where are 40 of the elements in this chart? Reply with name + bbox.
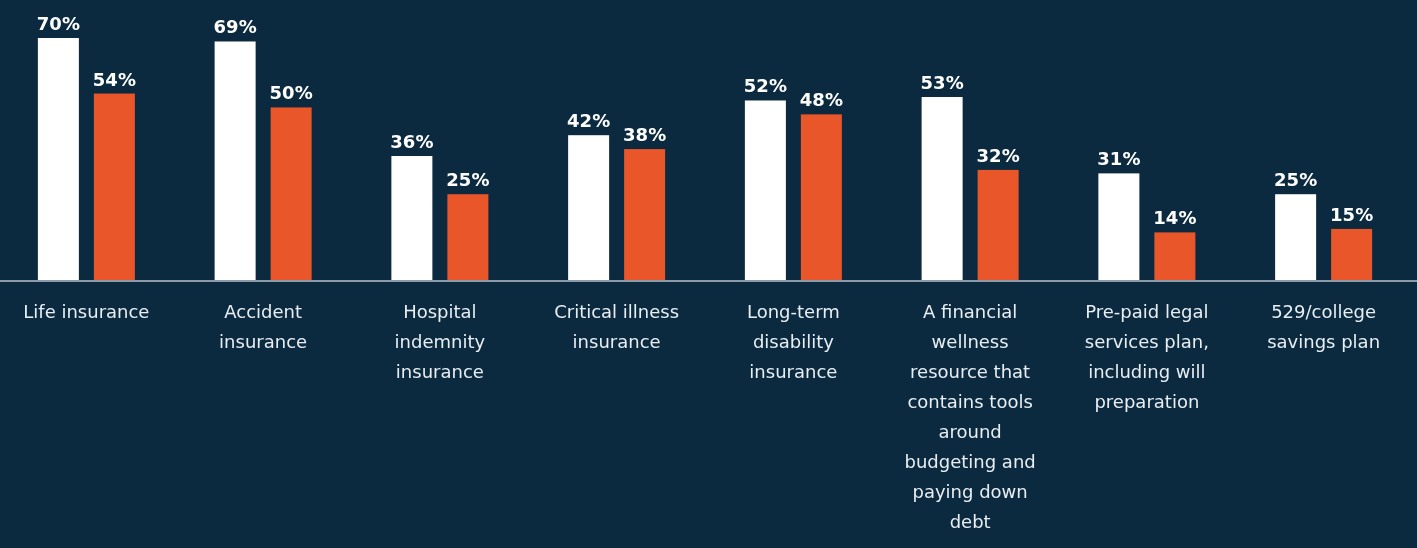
data-label: 54% <box>92 68 136 90</box>
bar <box>214 41 256 281</box>
bar <box>1331 228 1373 281</box>
data-label: 52% <box>743 75 787 97</box>
bar <box>270 107 312 281</box>
x-tick-label: Accident insurance <box>219 301 308 352</box>
data-label: 42% <box>567 110 611 132</box>
x-tick-label: Critical illness insurance <box>554 301 680 352</box>
data-label: 15% <box>1330 203 1374 225</box>
bar <box>391 156 433 281</box>
data-label: 69% <box>213 16 257 38</box>
x-tick-label: Long-term disability insurance <box>746 301 840 382</box>
bar <box>1154 232 1196 281</box>
data-label: 32% <box>976 144 1020 166</box>
data-label: 38% <box>623 124 667 146</box>
bar <box>1275 194 1317 281</box>
data-label: 14% <box>1153 207 1197 229</box>
bar <box>977 169 1019 281</box>
bar <box>93 93 135 281</box>
data-label: 48% <box>799 89 843 111</box>
data-label: 31% <box>1097 148 1141 170</box>
data-label: 50% <box>269 82 313 104</box>
data-label: 36% <box>390 131 434 153</box>
data-label: 70% <box>36 13 80 34</box>
data-label: 53% <box>920 72 964 94</box>
data-label: 25% <box>1274 169 1318 191</box>
bar <box>921 97 963 281</box>
bar <box>568 135 610 281</box>
x-tick-label: Pre-paid legal services plan, including will preparation <box>1084 301 1209 412</box>
x-tick-label: A financial wellness resource that contains tools around budgeting and paying down debt <box>904 301 1036 532</box>
bar <box>800 114 842 281</box>
bar <box>744 100 786 281</box>
x-tick-label: Hospital indemnity insurance <box>394 301 486 382</box>
x-tick-label: 529/college savings plan <box>1267 301 1381 352</box>
bar <box>1098 173 1140 281</box>
bar <box>37 38 79 281</box>
bar <box>447 194 489 281</box>
data-label: 25% <box>446 169 490 191</box>
bar <box>624 149 666 281</box>
x-tick-label: Life insurance <box>23 301 150 322</box>
